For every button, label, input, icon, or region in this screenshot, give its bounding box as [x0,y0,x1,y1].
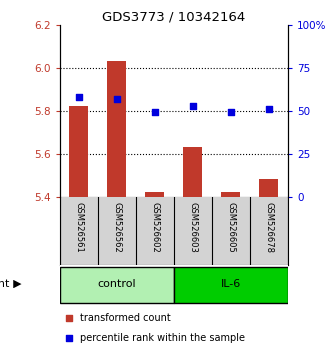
Bar [183,147,202,197]
Text: GSM526561: GSM526561 [74,202,83,253]
Text: GSM526605: GSM526605 [226,202,235,253]
Text: IL-6: IL-6 [221,279,241,289]
Point [190,103,195,108]
Text: GSM526603: GSM526603 [188,202,197,253]
Text: GSM526562: GSM526562 [112,202,121,253]
Point [152,110,158,115]
Point [66,335,71,341]
Bar [60,267,174,303]
Point [114,96,119,102]
Bar [260,179,278,197]
Text: agent: agent [0,279,10,289]
Point [228,110,234,115]
Polygon shape [13,280,22,288]
Point [266,106,271,112]
Bar [174,267,288,303]
Text: GSM526678: GSM526678 [264,202,273,253]
Text: GSM526602: GSM526602 [150,202,159,253]
Text: control: control [97,279,136,289]
Bar [107,61,126,197]
Title: GDS3773 / 10342164: GDS3773 / 10342164 [102,11,245,24]
Bar [145,192,164,197]
Bar [221,192,240,197]
Text: transformed count: transformed count [80,313,171,323]
Text: percentile rank within the sample: percentile rank within the sample [80,333,245,343]
Point [66,315,71,321]
Bar [69,107,88,197]
Point [76,94,81,100]
